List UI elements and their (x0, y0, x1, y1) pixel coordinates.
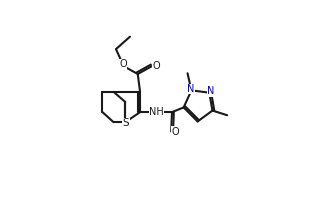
Text: NH: NH (149, 107, 164, 117)
Text: N: N (208, 86, 215, 96)
Text: O: O (171, 127, 179, 137)
Text: S: S (122, 118, 129, 128)
Text: O: O (152, 61, 160, 71)
Text: O: O (119, 59, 127, 69)
Text: N: N (187, 84, 195, 94)
